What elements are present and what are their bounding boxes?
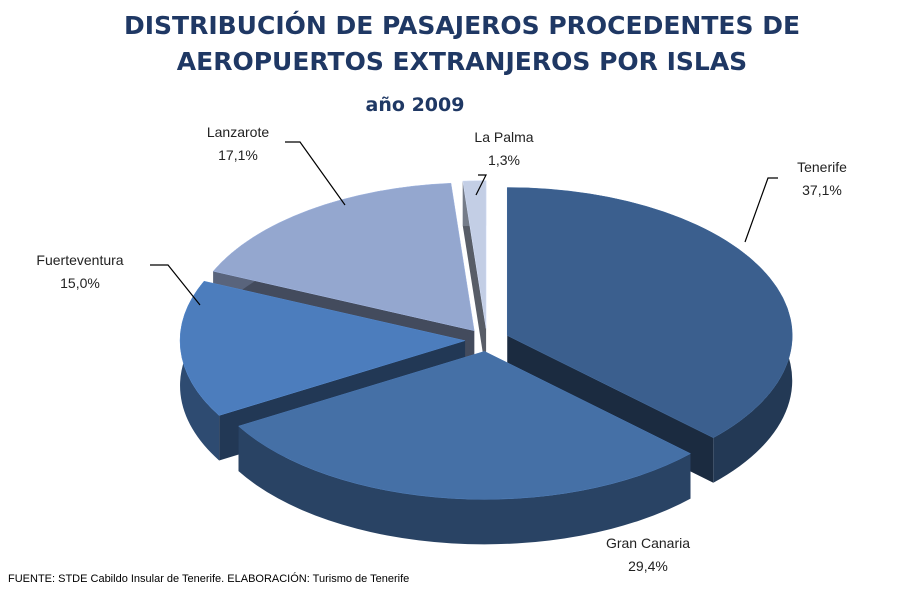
slice-value-label: 37,1% <box>802 182 842 198</box>
slice <box>238 351 692 545</box>
slice-label: Lanzarote <box>207 124 269 140</box>
slice-label: La Palma <box>474 129 533 145</box>
leader-line <box>150 264 201 306</box>
slice <box>506 187 793 439</box>
slice <box>238 351 692 500</box>
slice <box>462 180 487 374</box>
chart-subtitle: año 2009 <box>365 94 465 116</box>
leader-line <box>285 141 346 206</box>
slice-label: Tenerife <box>797 159 847 175</box>
slice-label: Gran Canaria <box>606 535 690 551</box>
slice <box>462 180 487 329</box>
chart-title: DISTRIBUCIÓN DE PASAJEROS PROCEDENTES DE… <box>123 11 801 76</box>
slice-value-label: 1,3% <box>488 152 520 168</box>
slice-label: Fuerteventura <box>36 252 123 268</box>
slice-value-label: 15,0% <box>60 275 100 291</box>
slice <box>179 280 467 416</box>
slice-value-label: 29,4% <box>628 558 668 574</box>
slice-value-label: 17,1% <box>218 147 258 163</box>
source-note: FUENTE: STDE Cabildo Insular de Tenerife… <box>8 573 410 585</box>
leader-line <box>475 174 487 196</box>
slice <box>212 182 475 332</box>
slice-rim <box>238 426 691 545</box>
slice-side <box>462 181 487 374</box>
leader-line <box>744 177 778 243</box>
